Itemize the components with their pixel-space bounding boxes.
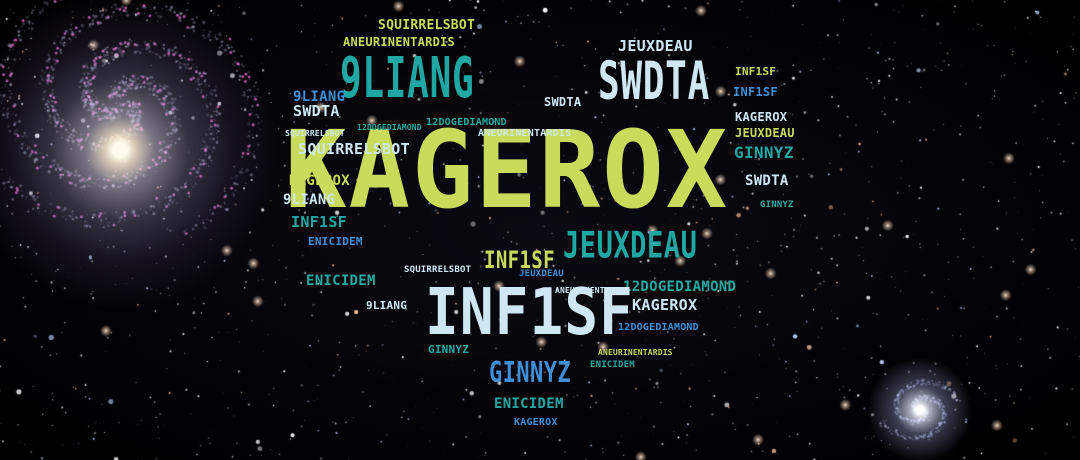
- word: SQUIRRELSBOT: [298, 140, 410, 158]
- word: INF1SF: [425, 275, 635, 350]
- word: 9LIANG: [293, 89, 346, 105]
- word: ENICIDEM: [306, 273, 376, 289]
- word: INF1SF: [291, 213, 347, 231]
- word: ENICIDEM: [494, 396, 564, 412]
- word: GINNYZ: [760, 200, 794, 210]
- word: 12DOGEDIAMOND: [426, 117, 507, 128]
- word: 12DOGEDIAMOND: [618, 322, 699, 333]
- word: GINNYZ: [489, 357, 572, 390]
- word: KAGEROX: [289, 173, 350, 189]
- word: KAGEROX: [285, 108, 730, 234]
- word: GINNYZ: [428, 343, 470, 356]
- word: KAGEROX: [632, 296, 698, 314]
- word: 12DOGEDIAMOND: [623, 279, 737, 295]
- word: KAGEROX: [735, 110, 788, 124]
- word: 9LIANG: [283, 192, 336, 208]
- word: JEUXDEAU: [519, 269, 564, 279]
- word: ENICIDEM: [590, 360, 635, 370]
- word: SWDTA: [598, 52, 710, 113]
- word: SQUIRRELSBOT: [285, 129, 345, 138]
- word: JEUXDEAU: [735, 126, 795, 140]
- word: 9LIANG: [340, 47, 475, 111]
- word: SQUIRRELSBOT: [404, 265, 472, 275]
- word: INF1SF: [735, 65, 777, 78]
- word: JEUXDEAU: [563, 225, 698, 268]
- word: KAGEROX: [514, 417, 558, 428]
- word: ANEURINENTARDIS: [555, 286, 630, 295]
- word: SWDTA: [544, 95, 582, 109]
- word: 9LIANG: [366, 299, 408, 312]
- word: INF1SF: [733, 85, 778, 99]
- word: 12DOGEDIAMOND: [357, 123, 422, 132]
- word: ANEURINENTARDIS: [598, 348, 673, 357]
- word: INF1SF: [484, 246, 555, 274]
- word: ENICIDEM: [308, 235, 363, 248]
- word: ANEURINENTARDIS: [478, 128, 572, 139]
- word: GINNYZ: [734, 143, 794, 162]
- word: ANEURINENTARDIS: [343, 35, 455, 49]
- word: JEUXDEAU: [618, 37, 693, 55]
- word: SQUIRRELSBOT: [378, 18, 476, 33]
- word: SWDTA: [293, 102, 340, 120]
- word: SWDTA: [745, 173, 789, 189]
